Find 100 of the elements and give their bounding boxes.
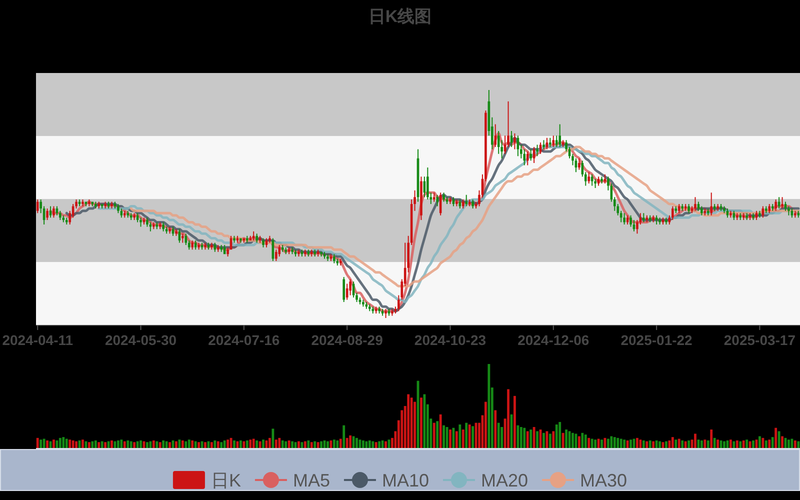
bar — [442, 425, 445, 448]
bar — [449, 430, 452, 448]
candlestick — [265, 238, 268, 248]
bar — [158, 442, 162, 448]
bar — [764, 440, 768, 448]
candlestick — [368, 304, 371, 312]
bar — [246, 440, 248, 448]
bar — [258, 441, 262, 448]
bar — [642, 440, 645, 448]
candlestick — [117, 204, 120, 214]
bar — [565, 430, 568, 448]
candlestick — [298, 250, 300, 256]
bar — [713, 438, 716, 448]
bar — [40, 440, 42, 448]
bar — [52, 440, 55, 448]
candlestick — [623, 213, 626, 225]
bar — [678, 438, 680, 448]
candlestick — [632, 220, 636, 232]
candlestick — [191, 240, 194, 250]
candlestick — [768, 204, 771, 214]
candlestick — [88, 199, 90, 206]
bar — [484, 402, 487, 448]
bar — [126, 440, 130, 448]
bar — [439, 414, 442, 448]
candlestick — [130, 213, 132, 220]
bar — [349, 435, 352, 448]
bar — [307, 440, 310, 448]
candlestick — [688, 204, 690, 214]
candlestick — [794, 210, 796, 218]
candlestick — [432, 192, 436, 202]
bar — [768, 440, 771, 448]
bar — [681, 440, 684, 448]
bar — [790, 438, 794, 448]
candlestick — [372, 306, 374, 314]
bar — [210, 442, 213, 448]
bar — [233, 440, 236, 448]
candlestick — [739, 213, 742, 220]
candlestick — [158, 222, 162, 230]
bar — [704, 440, 706, 448]
bar — [630, 440, 632, 448]
candlestick — [597, 176, 600, 186]
bar — [58, 438, 62, 448]
candlestick — [494, 124, 497, 147]
bar — [523, 428, 526, 448]
bar — [198, 442, 200, 448]
candlestick — [216, 245, 220, 252]
candlestick — [291, 247, 294, 254]
bar — [729, 440, 732, 448]
bar — [420, 398, 422, 448]
bar — [133, 442, 136, 448]
bar — [346, 438, 348, 448]
candlestick — [678, 204, 680, 214]
bar — [774, 428, 778, 448]
candlestick — [730, 210, 732, 218]
candlestick — [436, 194, 438, 206]
candlestick — [91, 202, 94, 206]
candlestick — [642, 213, 645, 222]
candlestick — [362, 300, 364, 307]
bar — [65, 438, 68, 448]
candlestick — [742, 213, 745, 220]
candlestick — [646, 215, 648, 222]
candlestick — [284, 247, 287, 254]
bar — [262, 440, 264, 448]
candlestick — [774, 199, 777, 211]
bar — [239, 440, 242, 448]
candlestick — [381, 308, 384, 316]
candlestick — [100, 204, 104, 209]
candlestick — [162, 222, 164, 232]
bar — [162, 440, 165, 448]
candlestick — [746, 213, 748, 220]
candlestick — [156, 222, 158, 230]
candlestick — [110, 202, 113, 209]
candlestick — [200, 242, 204, 250]
bar — [648, 440, 652, 448]
bar — [497, 422, 500, 448]
bar — [88, 442, 90, 448]
bar — [168, 442, 171, 448]
bar — [362, 440, 364, 448]
bar — [274, 440, 278, 448]
candlestick — [104, 202, 106, 209]
bar — [298, 441, 300, 448]
bar — [68, 440, 72, 448]
x-tick-label: 2024-07-16 — [208, 332, 280, 348]
bar — [548, 434, 552, 448]
bar — [646, 441, 648, 448]
candlestick — [339, 258, 342, 266]
bar — [414, 402, 416, 448]
bar — [156, 441, 158, 448]
bar — [316, 442, 320, 448]
bar — [249, 440, 252, 448]
candlestick — [358, 297, 362, 304]
candlestick — [36, 199, 39, 214]
bar — [697, 440, 700, 448]
bar — [494, 410, 497, 448]
bar — [658, 441, 661, 448]
bar — [507, 389, 510, 448]
candlestick — [175, 229, 178, 236]
candlestick — [514, 133, 516, 150]
candlestick — [420, 176, 422, 220]
bar — [188, 440, 190, 448]
